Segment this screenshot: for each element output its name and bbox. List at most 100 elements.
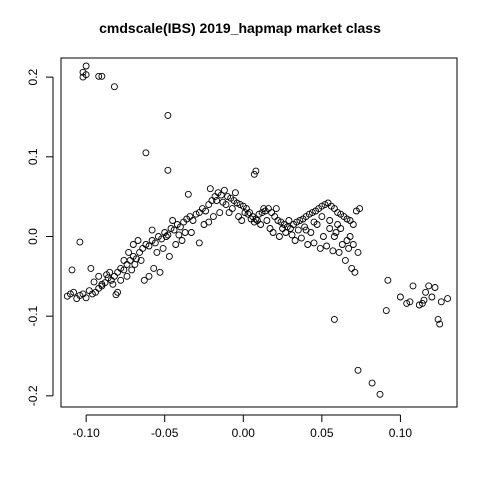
data-point [220, 186, 228, 194]
data-point [162, 233, 170, 240]
y-tick-label: 0.2 [26, 68, 40, 85]
data-point [211, 193, 219, 201]
data-point [213, 197, 221, 205]
data-point [238, 217, 246, 224]
data-point [236, 201, 244, 209]
data-point [382, 307, 390, 315]
data-point [192, 210, 200, 218]
data-point [335, 248, 343, 256]
data-point [128, 266, 136, 274]
data-point [140, 276, 148, 284]
data-point [164, 111, 172, 119]
data-point [235, 213, 243, 221]
data-point [403, 299, 411, 307]
data-point [134, 237, 142, 244]
data-point [95, 272, 103, 280]
data-point [349, 241, 357, 248]
data-point [384, 276, 392, 284]
x-axis: -0.10 -0.05 0.00 0.05 0.10 [72, 414, 413, 440]
data-point [332, 229, 340, 236]
chart-title: cmdscale(IBS) 2019_hapmap market class [99, 20, 381, 36]
data-point [123, 272, 131, 280]
plot-frame [60, 57, 458, 408]
data-point [209, 213, 217, 221]
x-tick-label: 0.05 [310, 426, 334, 440]
data-point [87, 264, 95, 272]
data-point [351, 268, 359, 276]
data-point [172, 241, 180, 248]
data-point [136, 248, 144, 256]
data-point [129, 241, 137, 248]
data-point [348, 264, 356, 272]
data-point [308, 209, 316, 217]
data-point [145, 272, 153, 280]
data-point [422, 288, 430, 296]
data-point [304, 241, 312, 248]
data-point [301, 223, 309, 231]
data-point [437, 298, 445, 306]
data-point [297, 234, 305, 242]
data-point [189, 217, 197, 224]
data-point [176, 223, 184, 231]
data-point [326, 217, 334, 224]
data-point [184, 190, 192, 198]
data-point [343, 237, 351, 244]
data-point [431, 284, 439, 291]
data-point [420, 296, 428, 304]
data-point [337, 225, 345, 232]
data-points [63, 62, 452, 398]
data-point [275, 233, 283, 240]
data-point [282, 229, 290, 236]
data-point [181, 229, 189, 236]
data-point [341, 256, 349, 264]
data-point [418, 299, 426, 307]
data-point [319, 233, 327, 240]
data-point [444, 295, 452, 303]
data-point [125, 248, 133, 256]
data-point [120, 256, 128, 264]
data-point [153, 248, 161, 256]
data-point [159, 244, 167, 252]
data-point [323, 242, 331, 250]
data-point [329, 247, 337, 255]
data-point [316, 244, 324, 252]
data-point [330, 233, 338, 240]
data-point [406, 298, 414, 306]
data-point [117, 264, 125, 272]
data-point [258, 209, 266, 217]
data-point [376, 390, 384, 398]
data-point [150, 264, 158, 272]
data-point [310, 218, 318, 226]
data-point [266, 225, 274, 232]
data-point [434, 315, 442, 323]
data-point [294, 226, 302, 234]
data-point [98, 72, 106, 80]
x-tick-label: 0.10 [389, 426, 413, 440]
data-point [139, 244, 147, 252]
data-point [175, 231, 183, 239]
data-point [428, 293, 436, 301]
data-point [354, 248, 362, 256]
data-point [396, 293, 404, 301]
data-point [187, 229, 195, 236]
data-point [90, 278, 98, 286]
data-point [117, 276, 125, 284]
data-point [82, 62, 90, 70]
data-point [225, 209, 233, 217]
data-point [120, 266, 128, 274]
data-point [288, 231, 296, 239]
x-tick-label: -0.05 [151, 426, 179, 440]
data-point [216, 209, 224, 217]
data-point [79, 73, 87, 81]
data-point [110, 83, 118, 91]
data-point [76, 238, 84, 246]
data-point [244, 210, 252, 218]
data-point [425, 282, 433, 290]
data-point [222, 201, 230, 209]
data-point [338, 241, 346, 248]
data-point [202, 207, 210, 215]
y-tick-label: -0.2 [26, 385, 40, 406]
data-point [263, 217, 271, 224]
data-point [98, 280, 106, 288]
x-tick-label: 0.00 [232, 426, 256, 440]
